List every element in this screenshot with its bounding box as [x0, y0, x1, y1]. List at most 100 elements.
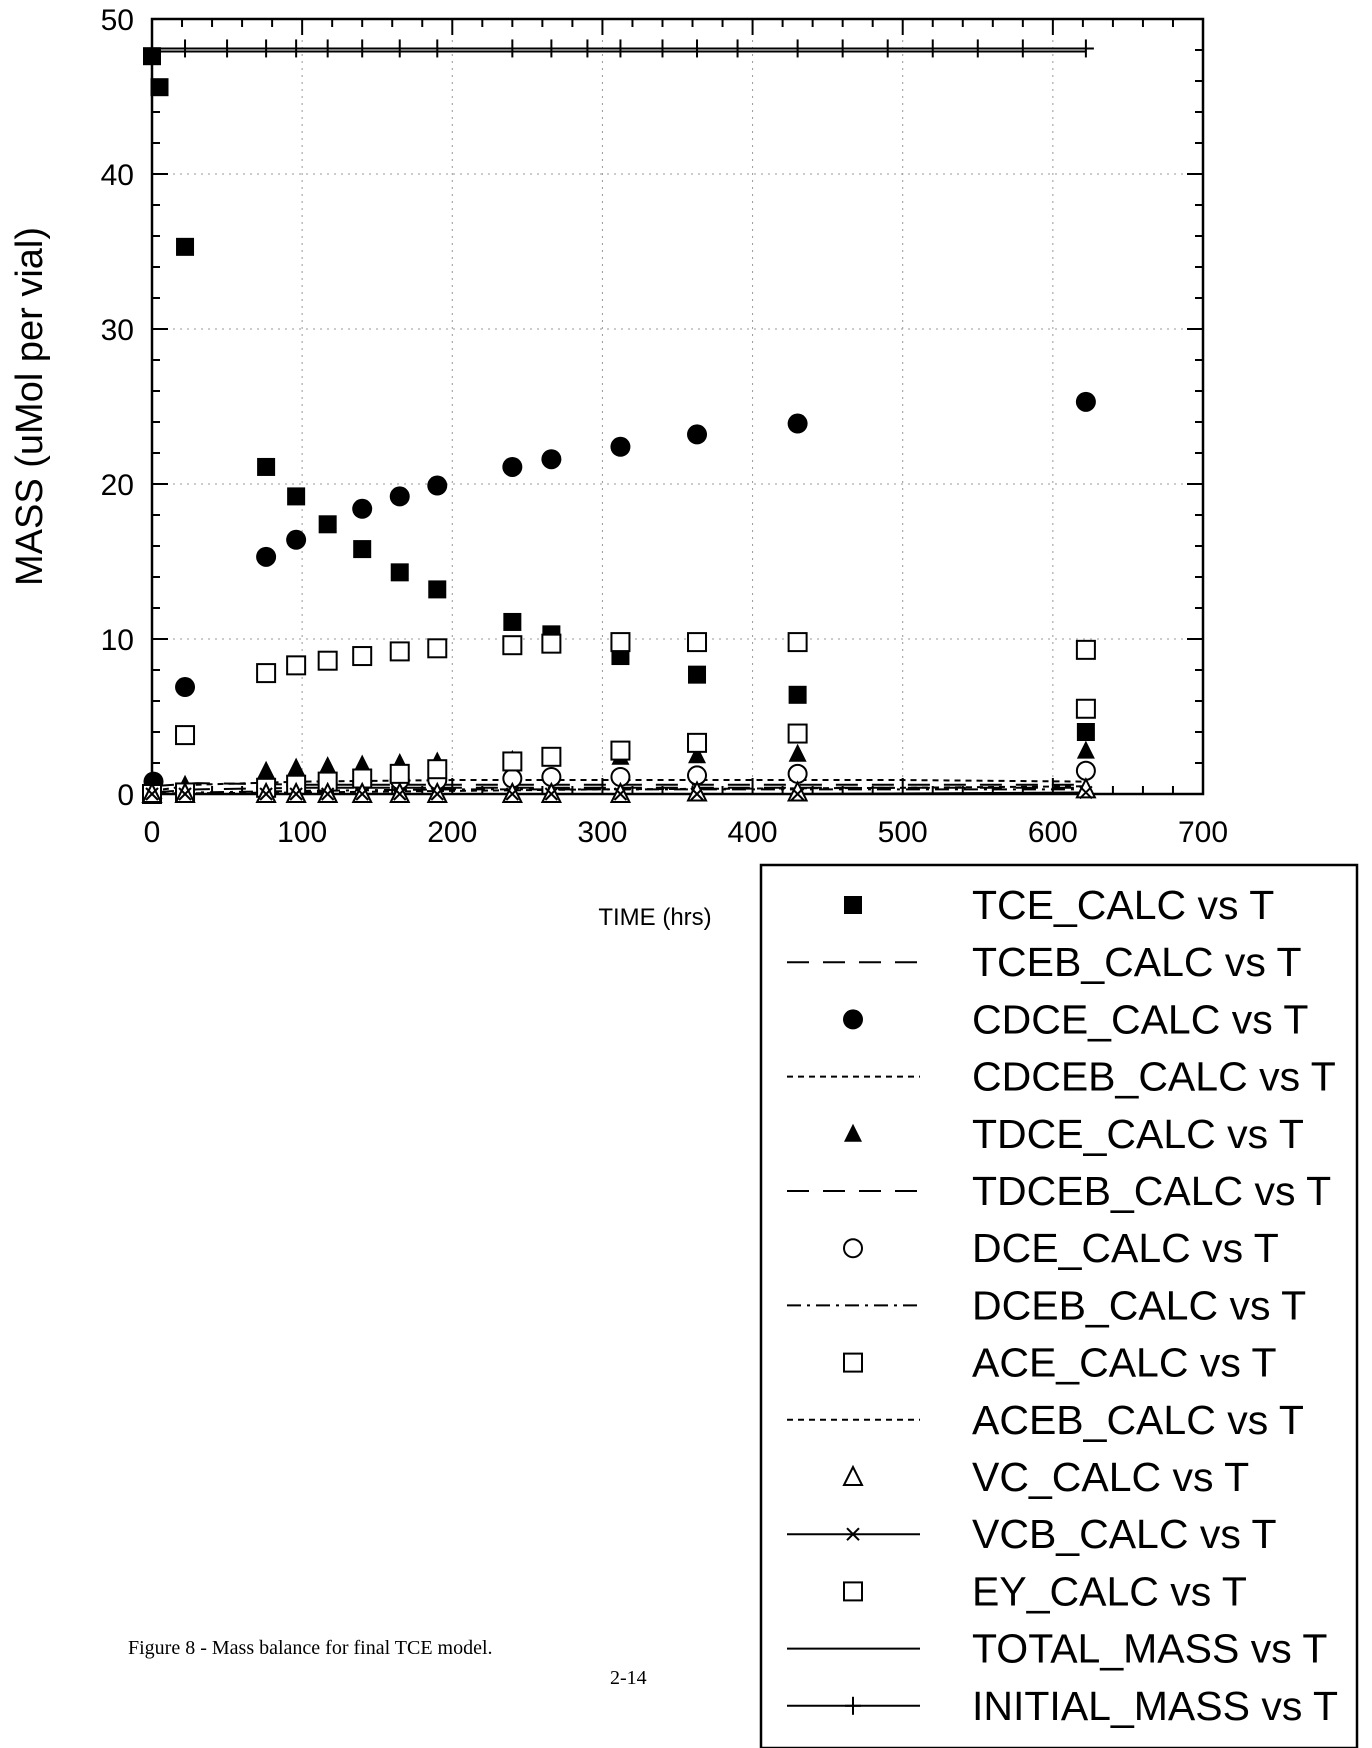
- legend-marker-swatch: [844, 1123, 862, 1142]
- legend-label: DCE_CALC vs T: [972, 1225, 1279, 1271]
- ey-calc-point: [352, 646, 373, 667]
- x-mark-stroke: [430, 787, 444, 801]
- vc-calc-point: [786, 780, 809, 802]
- initial-mass-point: [258, 39, 275, 58]
- tce-calc-point: [287, 487, 306, 506]
- tdce-calc-point: [1076, 740, 1095, 759]
- x-mark-stroke: [178, 787, 192, 801]
- legend-marker-swatch: [843, 1581, 863, 1602]
- ey-calc-point: [687, 632, 708, 653]
- ace-calc-point: [1075, 698, 1096, 719]
- tce-calc-point: [257, 457, 276, 476]
- tdce-calc-point: [257, 760, 276, 779]
- x-mark-stroke: [145, 787, 159, 801]
- plot-frame: [150, 17, 1205, 796]
- legend-entry: CDCE_CALC vs T: [843, 996, 1308, 1042]
- initial-mass-point: [689, 39, 706, 58]
- initial-mass-point: [729, 39, 746, 58]
- legend-entry: VC_CALC vs T: [842, 1454, 1249, 1500]
- tce-calc-point: [688, 665, 707, 684]
- vcb-calc-point: [320, 787, 335, 801]
- initial-mass-point: [834, 39, 851, 58]
- x-tick-label: 400: [728, 816, 778, 849]
- cdce-calc-point: [610, 436, 631, 457]
- dceb-calc-line: [151, 788, 1086, 795]
- legend-label: DCEB_CALC vs T: [972, 1282, 1306, 1328]
- tce-calc-point: [318, 515, 337, 534]
- cdce-calc-point: [175, 677, 196, 698]
- ace-calc-point: [687, 732, 708, 753]
- ace-calc-point: [389, 763, 410, 784]
- ey-calc-point: [610, 632, 631, 653]
- ace-calc-point: [610, 740, 631, 761]
- ey-calc-point: [787, 632, 808, 653]
- legend-entry: EY_CALC vs T: [843, 1568, 1247, 1614]
- legend-entry: DCEB_CALC vs T: [787, 1282, 1306, 1328]
- tick-labels: 0 100 200 300 400 500 600 700 0 10 20 30 40 50: [101, 4, 1228, 849]
- tce-calc-point: [353, 540, 372, 559]
- x-tick-label: 0: [144, 816, 161, 849]
- y-tick-label: 40: [101, 159, 134, 192]
- aceb-calc-line: [151, 785, 1086, 795]
- tceb-calc-line: [151, 782, 1086, 788]
- vcb-calc-point: [259, 787, 273, 801]
- y-axis-title: MASS (uMol per vial): [9, 227, 51, 586]
- ey-calc-point: [389, 641, 410, 662]
- cdce-calc-point: [256, 546, 277, 567]
- legend-label: TCE_CALC vs T: [972, 882, 1274, 928]
- legend: TCE_CALC vs T TCEB_CALC vs T CDCE_CALC vs …: [759, 863, 1359, 1748]
- legend-entry: CDCEB_CALC vs T: [787, 1054, 1336, 1100]
- legend-marker-swatch: [843, 1238, 863, 1259]
- legend-marker-swatch: [845, 1696, 861, 1715]
- initial-mass-point: [543, 39, 560, 58]
- legend-entry: ACEB_CALC vs T: [787, 1397, 1304, 1443]
- initial-mass-point: [654, 39, 671, 58]
- x-tick-label: 500: [878, 816, 928, 849]
- x-mark-stroke: [846, 1527, 860, 1541]
- vcb-calc-point: [289, 787, 303, 801]
- dce-calc-point: [787, 763, 808, 784]
- vcb-calc-point: [690, 787, 704, 801]
- tce-calc-point: [150, 78, 169, 97]
- legend-entry: INITIAL_MASS vs T: [787, 1683, 1338, 1729]
- ey-calc-point: [427, 638, 448, 659]
- vcb-calc-point: [613, 787, 628, 801]
- legend-entry: DCE_CALC vs T: [843, 1225, 1279, 1271]
- vcb-calc-point: [544, 787, 559, 801]
- x-mark-stroke: [790, 787, 805, 801]
- legend-label: CDCEB_CALC vs T: [972, 1054, 1336, 1100]
- legend-label: TDCEB_CALC vs T: [972, 1168, 1331, 1214]
- x-mark-stroke: [613, 787, 628, 801]
- cdce-calc-point: [502, 456, 523, 477]
- y-tick-label: 0: [117, 779, 134, 812]
- initial-mass-point: [144, 39, 160, 58]
- legend-entry: TOTAL_MASS vs T: [787, 1626, 1327, 1672]
- legend-marker-swatch: [846, 1527, 860, 1541]
- tdce-calc-point: [788, 743, 807, 762]
- x-tick-label: 200: [427, 816, 477, 849]
- legend-label: VCB_CALC vs T: [972, 1511, 1277, 1557]
- initial-mass-point: [219, 39, 236, 58]
- legend-label: TCEB_CALC vs T: [972, 939, 1302, 985]
- ace-calc-point: [502, 751, 523, 772]
- x-mark-stroke: [393, 787, 407, 801]
- dce-calc-point: [1075, 760, 1096, 781]
- tdce-calc-point: [353, 754, 372, 773]
- y-tick-label: 50: [101, 4, 134, 37]
- grid-lines: [152, 19, 1203, 794]
- initial-mass-point: [1077, 39, 1094, 58]
- initial-mass-point: [1014, 39, 1031, 58]
- figure-caption: Figure 8 - Mass balance for final TCE mo…: [128, 1637, 493, 1659]
- tdce-calc-point: [318, 756, 337, 775]
- x-mark-stroke: [355, 787, 369, 801]
- legend-entry: TCE_CALC vs T: [844, 882, 1274, 928]
- legend-label: VC_CALC vs T: [972, 1454, 1249, 1500]
- ey-calc-point: [1075, 639, 1096, 660]
- x-mark-stroke: [690, 787, 704, 801]
- legend-entry: TDCEB_CALC vs T: [787, 1168, 1331, 1214]
- vcb-calc-point: [430, 787, 444, 801]
- tdce-calc-point: [287, 757, 306, 776]
- legend-marker-swatch: [842, 1464, 864, 1486]
- initial-mass-point: [177, 39, 194, 58]
